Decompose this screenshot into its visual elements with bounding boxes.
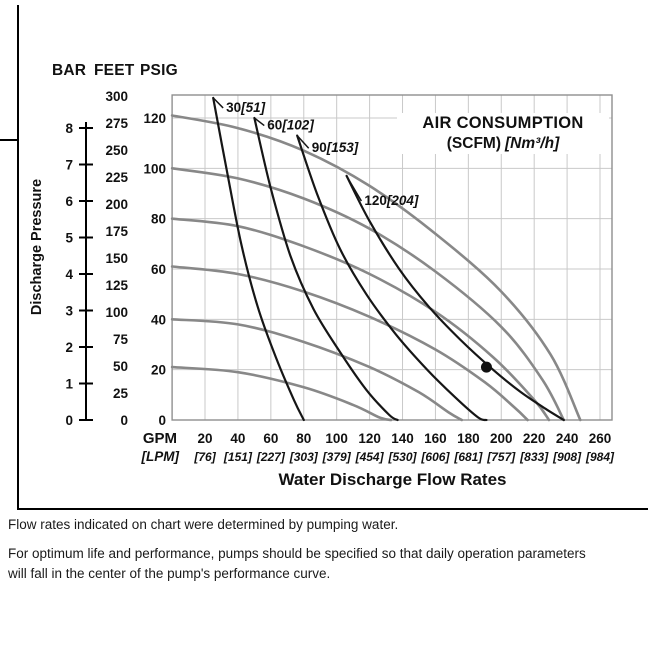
air-curve-label-leader bbox=[345, 175, 363, 202]
air-consumption-title: AIR CONSUMPTION (SCFM) [Nm³/h] bbox=[397, 113, 609, 154]
feet-tick-label: 50 bbox=[113, 359, 128, 374]
air-curve-label-leader bbox=[212, 97, 224, 109]
lpm-tick-label: [681] bbox=[453, 450, 483, 464]
feet-tick-label: 200 bbox=[105, 197, 128, 212]
scfm-label: (SCFM) bbox=[446, 135, 501, 152]
lpm-tick-label: [151] bbox=[223, 450, 253, 464]
nm3h-label: [Nm³/h] bbox=[505, 135, 560, 152]
psig-tick-label: 0 bbox=[158, 413, 166, 428]
feet-tick-label: 75 bbox=[113, 332, 129, 347]
psig-tick-label: 40 bbox=[151, 312, 166, 327]
air-curve-label-leader bbox=[296, 135, 310, 149]
gpm-tick-label: 220 bbox=[523, 431, 546, 446]
bar-tick-label: 4 bbox=[65, 267, 73, 282]
performance-curve bbox=[170, 365, 393, 422]
air-curve-label: 30[51] bbox=[226, 100, 266, 115]
lpm-tick-label: [757] bbox=[486, 450, 516, 464]
feet-tick-label: 300 bbox=[105, 89, 128, 104]
lpm-tick-label: [454] bbox=[355, 450, 385, 464]
air-consumption-curve bbox=[253, 116, 399, 422]
gpm-tick-label: 140 bbox=[391, 431, 414, 446]
bar-tick-label: 7 bbox=[65, 158, 73, 173]
feet-tick-label: 0 bbox=[120, 413, 128, 428]
feet-tick-label: 125 bbox=[105, 278, 128, 293]
bar-tick-label: 3 bbox=[65, 304, 73, 319]
feet-tick-label: 225 bbox=[105, 170, 128, 185]
bar-tick-label: 5 bbox=[65, 231, 73, 246]
lpm-tick-label: [833] bbox=[519, 450, 549, 464]
psig-tick-label: 60 bbox=[151, 262, 166, 277]
feet-tick-label: 25 bbox=[113, 386, 129, 401]
feet-tick-label: 275 bbox=[105, 116, 128, 131]
performance-curve bbox=[170, 318, 464, 422]
operating-point-dot bbox=[480, 361, 492, 373]
performance-curve bbox=[170, 167, 566, 422]
x-axis-title: Water Discharge Flow Rates bbox=[278, 470, 507, 489]
air-consumption-curve bbox=[296, 134, 488, 422]
lpm-tick-label: [984] bbox=[585, 450, 615, 464]
gpm-tick-label: 260 bbox=[589, 431, 612, 446]
feet-axis-header: FEET bbox=[94, 62, 135, 79]
gpm-axis-unit: GPM bbox=[143, 430, 177, 447]
performance-curve bbox=[170, 265, 529, 422]
lpm-tick-label: [76] bbox=[193, 450, 216, 464]
gpm-tick-label: 80 bbox=[296, 431, 311, 446]
psig-tick-label: 100 bbox=[143, 161, 166, 176]
feet-tick-label: 250 bbox=[105, 143, 128, 158]
lpm-axis-unit: [LPM] bbox=[141, 449, 180, 464]
gpm-tick-label: 240 bbox=[556, 431, 579, 446]
lpm-tick-label: [530] bbox=[388, 450, 418, 464]
bar-tick-label: 2 bbox=[65, 340, 73, 355]
air-consumption-curve bbox=[212, 96, 305, 422]
lpm-tick-label: [303] bbox=[289, 450, 319, 464]
page-frame-bottom bbox=[17, 508, 648, 510]
lpm-tick-label: [606] bbox=[420, 450, 450, 464]
bar-tick-label: 6 bbox=[65, 194, 73, 209]
gpm-tick-label: 180 bbox=[457, 431, 480, 446]
air-consumption-curve bbox=[345, 174, 565, 422]
page-frame-notch bbox=[0, 139, 17, 141]
bar-tick-label: 0 bbox=[65, 413, 73, 428]
air-curve-label-leader bbox=[253, 117, 265, 127]
bar-tick-label: 8 bbox=[65, 121, 73, 136]
gpm-tick-label: 100 bbox=[325, 431, 348, 446]
gpm-tick-label: 200 bbox=[490, 431, 513, 446]
footnote-flow-rates: Flow rates indicated on chart were deter… bbox=[8, 517, 399, 532]
lpm-tick-label: [227] bbox=[256, 450, 286, 464]
gpm-tick-label: 20 bbox=[198, 431, 213, 446]
air-consumption-title-line2: (SCFM) [Nm³/h] bbox=[397, 135, 609, 153]
feet-tick-label: 100 bbox=[105, 305, 128, 320]
psig-tick-label: 80 bbox=[151, 212, 166, 227]
gpm-tick-label: 60 bbox=[263, 431, 278, 446]
psig-tick-label: 20 bbox=[151, 363, 166, 378]
air-consumption-title-line1: AIR CONSUMPTION bbox=[422, 114, 584, 132]
air-curve-label: 90[153] bbox=[312, 140, 359, 155]
performance-curve bbox=[170, 114, 582, 422]
lpm-tick-label: [379] bbox=[322, 450, 352, 464]
gpm-tick-label: 120 bbox=[358, 431, 381, 446]
gpm-tick-label: 160 bbox=[424, 431, 447, 446]
air-curve-label: 60[102] bbox=[267, 118, 314, 133]
page-frame-left bbox=[17, 5, 19, 509]
psig-tick-label: 120 bbox=[143, 111, 166, 126]
gpm-tick-label: 40 bbox=[230, 431, 245, 446]
lpm-tick-label: [908] bbox=[552, 450, 582, 464]
footnote-optimum-life: For optimum life and performance, pumps … bbox=[8, 546, 586, 582]
performance-curve bbox=[170, 217, 551, 422]
feet-tick-label: 150 bbox=[105, 251, 128, 266]
bar-axis-header: BAR bbox=[52, 62, 87, 79]
air-curve-label: 120[204] bbox=[364, 193, 419, 208]
bar-tick-label: 1 bbox=[65, 377, 73, 392]
feet-tick-label: 175 bbox=[105, 224, 128, 239]
psig-axis-header: PSIG bbox=[140, 62, 178, 79]
